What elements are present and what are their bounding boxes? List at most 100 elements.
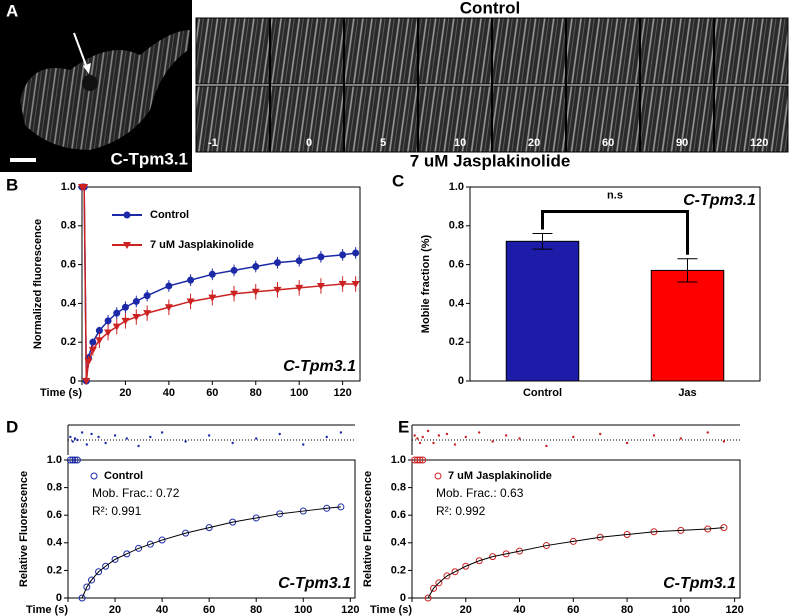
residual-point bbox=[518, 437, 521, 440]
data-point bbox=[411, 456, 419, 464]
residual-point bbox=[598, 432, 602, 436]
y-axis-label: Relative Fluorescence bbox=[362, 471, 374, 587]
residual-point bbox=[706, 431, 709, 434]
data-point bbox=[295, 284, 304, 292]
legend-label: Control bbox=[150, 209, 189, 221]
data-point bbox=[338, 281, 347, 288]
y-tick-label: 0.8 bbox=[61, 220, 76, 232]
residual-point bbox=[437, 434, 441, 437]
data-point bbox=[88, 576, 96, 584]
annotation: n.s bbox=[607, 189, 623, 201]
x-tick-label: 40 bbox=[163, 387, 175, 399]
data-point bbox=[208, 294, 217, 302]
y-tick-label: 1.0 bbox=[47, 454, 62, 466]
residual-point bbox=[125, 437, 129, 440]
arrow-head bbox=[83, 63, 91, 74]
x-tick-label: 60 bbox=[203, 604, 215, 616]
cell-shape bbox=[20, 30, 190, 150]
y-tick-label: 0 bbox=[56, 592, 62, 604]
data-point bbox=[273, 286, 282, 294]
y-axis-label: Relative Fluorescence bbox=[18, 471, 30, 587]
x-tick-label: 80 bbox=[621, 604, 633, 616]
annotation: C-Tpm3.1 bbox=[278, 575, 351, 592]
series-line bbox=[82, 186, 356, 382]
data-point bbox=[443, 572, 451, 580]
residual-point bbox=[453, 443, 457, 446]
residual-point bbox=[80, 431, 84, 434]
data-point bbox=[132, 313, 141, 321]
annotation: R²: 0.991 bbox=[92, 504, 142, 518]
y-tick-label: 0.6 bbox=[449, 259, 464, 271]
data-point bbox=[187, 276, 195, 284]
data-point bbox=[424, 594, 432, 602]
x-tick-label: 120 bbox=[333, 387, 351, 399]
residual-point bbox=[278, 432, 281, 436]
data-point bbox=[102, 562, 110, 570]
data-point bbox=[123, 242, 131, 249]
panel-label: A bbox=[6, 1, 18, 20]
residual-point bbox=[97, 435, 100, 439]
data-point bbox=[316, 282, 325, 290]
y-tick-label: 0.8 bbox=[47, 482, 62, 494]
data-point bbox=[104, 329, 113, 337]
data-point bbox=[71, 456, 79, 464]
data-point bbox=[352, 249, 360, 257]
residual-point bbox=[325, 435, 328, 439]
plot-frame bbox=[67, 459, 356, 599]
residual-point bbox=[104, 441, 107, 445]
time-label: 60 bbox=[602, 137, 614, 149]
x-tick-label: Time (s) bbox=[26, 604, 68, 616]
residual-point bbox=[545, 444, 548, 448]
x-tick-label: Jas bbox=[678, 387, 696, 399]
data-point bbox=[502, 550, 510, 558]
y-tick-label: 0.4 bbox=[61, 297, 77, 309]
residual-point bbox=[652, 434, 656, 437]
data-point bbox=[135, 544, 143, 552]
x-tick-label: 120 bbox=[725, 604, 743, 616]
kymo-dividers bbox=[269, 18, 715, 152]
x-tick-label: 20 bbox=[119, 387, 131, 399]
data-point bbox=[84, 358, 93, 366]
panel-label: C bbox=[392, 171, 404, 190]
x-tick-label: Time (s) bbox=[40, 387, 82, 399]
y-tick-label: 1.0 bbox=[449, 181, 464, 193]
data-point bbox=[435, 579, 443, 587]
legend-label: 7 uM Jasplakinolide bbox=[448, 470, 552, 482]
time-label: 120 bbox=[750, 137, 768, 149]
panel-label: B bbox=[6, 175, 18, 194]
residual-point bbox=[113, 434, 117, 437]
legend-label: 7 uM Jasplakinolide bbox=[150, 239, 254, 251]
y-tick-label: 0.8 bbox=[449, 220, 464, 232]
residual-point bbox=[504, 434, 508, 437]
error-bar bbox=[532, 233, 553, 250]
data-point bbox=[73, 456, 81, 464]
residual-point bbox=[421, 435, 424, 439]
kymo-title: Control bbox=[460, 0, 520, 17]
data-point bbox=[123, 211, 131, 219]
data-point bbox=[430, 584, 438, 592]
data-point bbox=[317, 253, 325, 261]
y-tick-label: 0.6 bbox=[391, 509, 406, 521]
x-tick-label: 40 bbox=[156, 604, 168, 616]
time-label: -1 bbox=[208, 137, 218, 149]
x-tick-label: 80 bbox=[250, 604, 262, 616]
x-tick-label: 40 bbox=[513, 604, 525, 616]
residual-point bbox=[73, 437, 77, 440]
data-point bbox=[462, 562, 470, 570]
residual-point bbox=[137, 444, 140, 448]
data-point bbox=[230, 290, 239, 298]
x-tick-label: 60 bbox=[206, 387, 218, 399]
data-point bbox=[419, 456, 427, 464]
y-tick-label: 0.2 bbox=[47, 564, 62, 576]
time-label: 90 bbox=[676, 137, 688, 149]
data-point bbox=[146, 540, 154, 548]
x-tick-label: 20 bbox=[109, 604, 121, 616]
y-tick-label: 0.2 bbox=[61, 336, 76, 348]
fit-line bbox=[427, 527, 724, 599]
residual-point bbox=[302, 443, 305, 446]
residual-point bbox=[418, 441, 422, 445]
y-tick-label: 0.2 bbox=[391, 564, 406, 576]
y-tick-label: 0.2 bbox=[449, 336, 464, 348]
residual-point bbox=[478, 431, 481, 434]
annotation: C-Tpm3.1 bbox=[683, 192, 756, 209]
